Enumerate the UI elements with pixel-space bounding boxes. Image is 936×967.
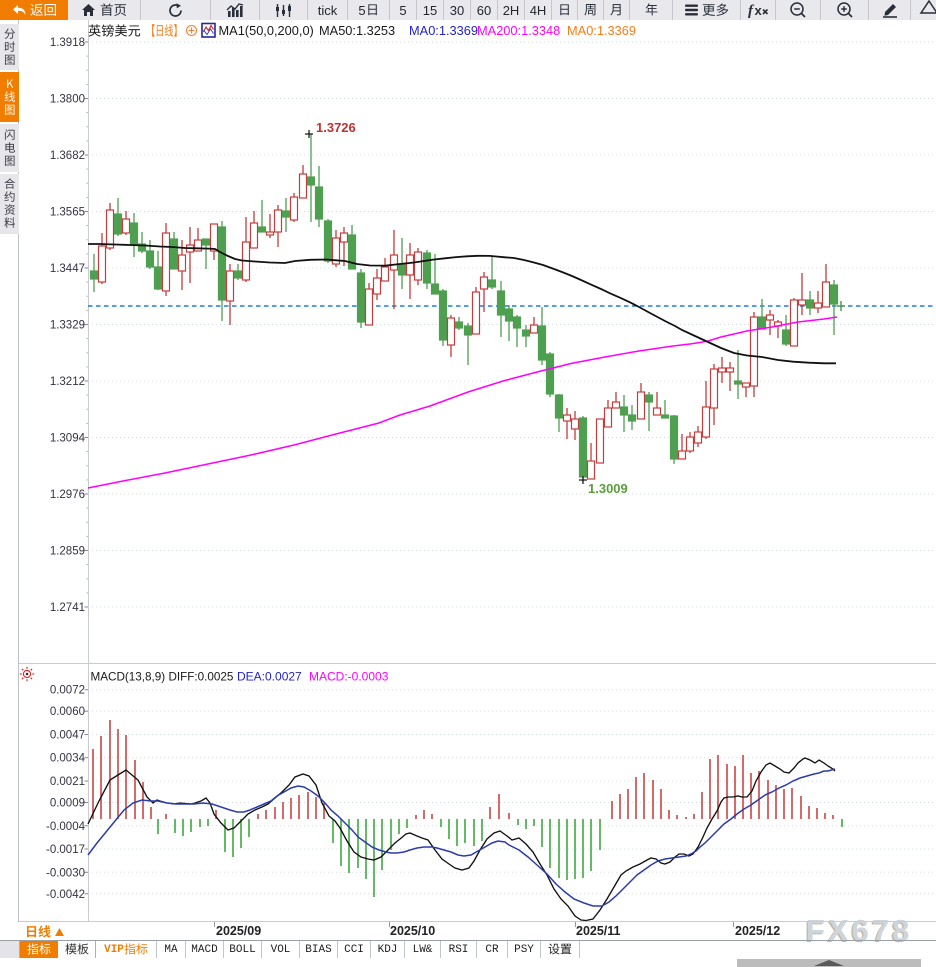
svg-text:MA200:1.3348: MA200:1.3348 (477, 23, 560, 38)
svg-text:1.3447: 1.3447 (50, 263, 85, 275)
svg-text:0.0072: 0.0072 (50, 685, 85, 697)
svg-text:1.3094: 1.3094 (50, 433, 86, 445)
svg-text:DEA:0.0027: DEA:0.0027 (237, 670, 302, 684)
svg-text:MACD:-0.0003: MACD:-0.0003 (309, 670, 389, 684)
svg-text:1.2741: 1.2741 (50, 602, 85, 614)
svg-text:MA0:1.3369: MA0:1.3369 (409, 23, 478, 38)
svg-text:0.0034: 0.0034 (50, 753, 86, 765)
svg-text:MA0:1.3369: MA0:1.3369 (567, 23, 636, 38)
svg-text:MA1(50,0,200,0): MA1(50,0,200,0) (219, 23, 314, 38)
svg-text:1.3009: 1.3009 (588, 481, 628, 496)
svg-text:MA50:1.3253: MA50:1.3253 (319, 23, 395, 38)
svg-text:1.2976: 1.2976 (50, 489, 85, 501)
svg-text:FX678: FX678 (806, 913, 912, 948)
svg-text:-0.0030: -0.0030 (46, 867, 85, 879)
svg-text:x: x (754, 3, 762, 18)
svg-text:MACD(13,8,9) DIFF:0.0025: MACD(13,8,9) DIFF:0.0025 (91, 671, 234, 684)
svg-text:0.0060: 0.0060 (50, 706, 85, 718)
svg-text:-0.0017: -0.0017 (46, 844, 85, 856)
svg-text:1.3565: 1.3565 (50, 207, 85, 219)
svg-text:-0.0004: -0.0004 (46, 821, 86, 833)
svg-text:1.3682: 1.3682 (50, 150, 85, 162)
svg-text:1.3212: 1.3212 (50, 376, 85, 388)
svg-text:1.3726: 1.3726 (316, 120, 356, 135)
svg-text:1.3800: 1.3800 (50, 94, 85, 106)
svg-text:0.0009: 0.0009 (50, 798, 85, 810)
svg-text:FX678: FX678 (805, 914, 911, 949)
svg-text:f: f (748, 3, 755, 18)
svg-text:0.0021: 0.0021 (50, 776, 85, 788)
svg-text:0.0047: 0.0047 (50, 730, 85, 742)
svg-text:1.3329: 1.3329 (50, 320, 85, 332)
svg-text:-0.0042: -0.0042 (46, 889, 85, 901)
svg-text:1.3918: 1.3918 (50, 37, 85, 49)
svg-text:1.2859: 1.2859 (50, 546, 85, 558)
